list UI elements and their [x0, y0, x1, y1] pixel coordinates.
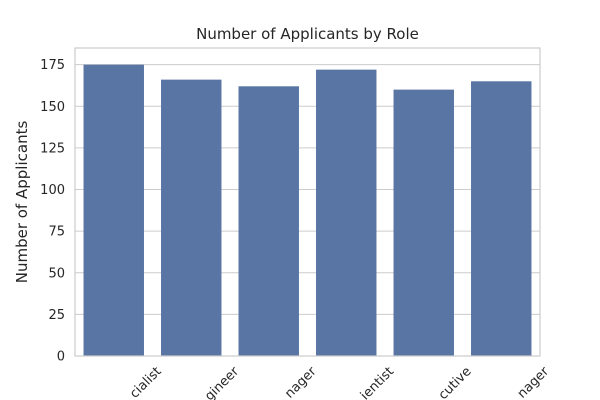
y-tick-label: 0 — [57, 350, 65, 365]
bar-3 — [316, 69, 377, 356]
bar-1 — [161, 79, 222, 356]
chart-title: Number of Applicants by Role — [196, 25, 419, 43]
bar-5 — [471, 81, 532, 356]
x-tick-label: nager — [515, 364, 553, 400]
y-tick-label: 100 — [40, 183, 65, 198]
x-tick-label: nager — [282, 364, 320, 400]
bar-0 — [83, 64, 144, 356]
y-tick-label: 150 — [40, 100, 65, 115]
x-tick-label: cutive — [436, 364, 475, 400]
bar-4 — [393, 89, 454, 357]
y-tick-label: 50 — [48, 266, 65, 281]
y-tick-label: 25 — [48, 308, 65, 323]
x-tick-label: cialist — [127, 364, 164, 400]
y-tick-label: 125 — [40, 141, 65, 156]
y-tick-label: 175 — [40, 58, 65, 73]
y-tick-labels: 0 25 50 75 100 125 150 175 — [40, 58, 65, 364]
y-axis-label: Number of Applicants — [13, 121, 31, 284]
x-tick-labels: cialist gineer nager ientist cutive nager — [127, 364, 552, 400]
x-tick-label: ientist — [358, 364, 397, 400]
bars-layer — [83, 64, 532, 357]
bar-2 — [238, 86, 299, 356]
x-tick-label: gineer — [202, 364, 242, 400]
y-tick-label: 75 — [48, 225, 65, 240]
plot-frame — [74, 47, 541, 357]
grid-layer — [75, 64, 540, 357]
